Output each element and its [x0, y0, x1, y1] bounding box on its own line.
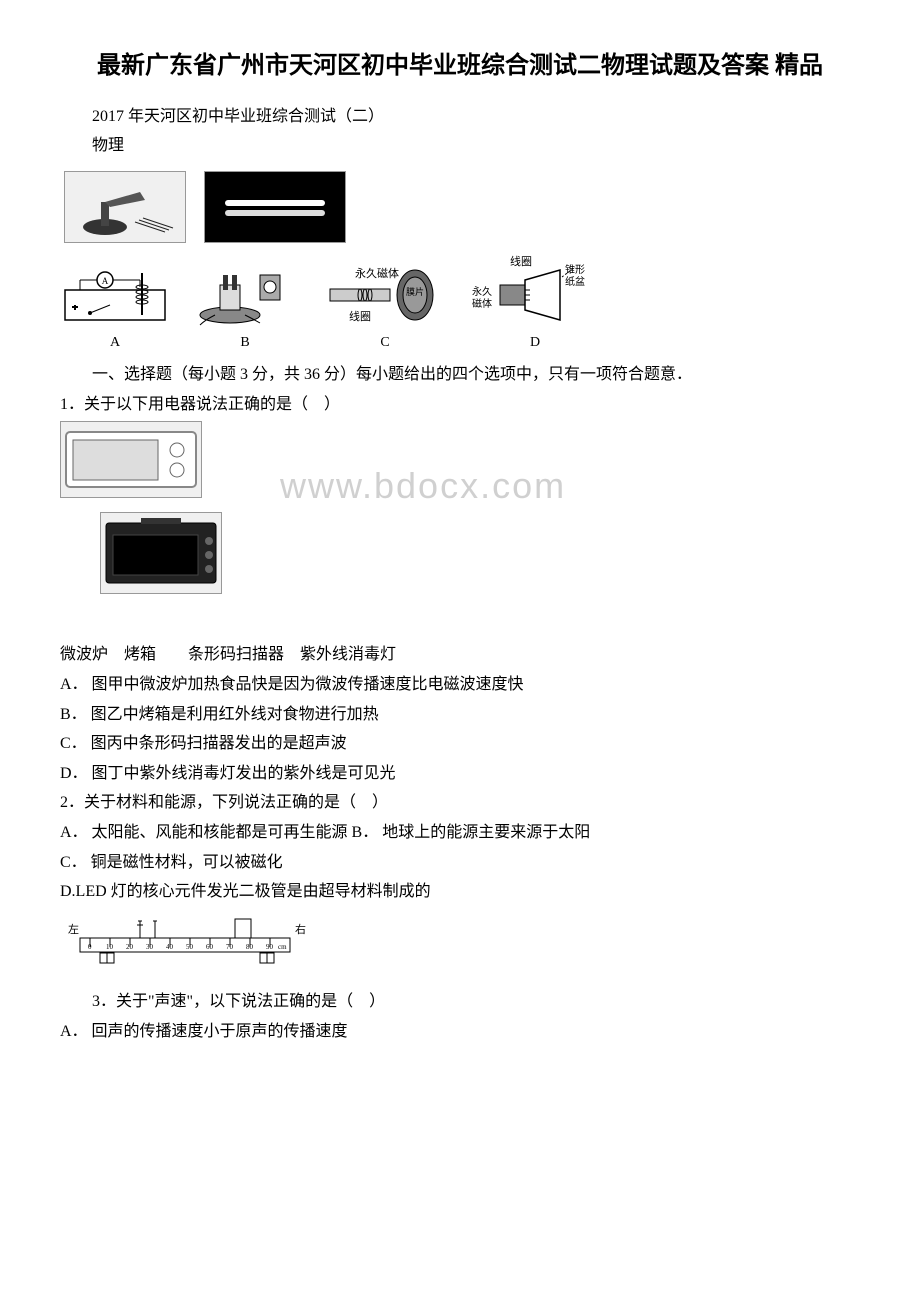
diagram-b-motor: [190, 265, 300, 330]
svg-text:60: 60: [206, 943, 214, 951]
q1-option-c: C． 图丙中条形码扫描器发出的是超声波: [60, 731, 860, 757]
uv-lamp-svg: [205, 172, 345, 242]
q2-option-d: D.LED 灯的核心元件发光二极管是由超导材料制成的: [60, 879, 860, 905]
q2-stem: 2．关于材料和能源，下列说法正确的是（ ）: [60, 790, 860, 816]
cone-label: 锥形: [565, 264, 585, 276]
q3-stem: 3．关于"声速"，以下说法正确的是（ ）: [60, 989, 860, 1015]
svg-text:0: 0: [88, 943, 92, 951]
svg-text:50: 50: [186, 943, 194, 951]
diagram-d-label: D: [530, 332, 540, 354]
section-1-heading: 一、选择题（每小题 3 分，共 36 分）每小题给出的四个选项中，只有一项符合题…: [60, 362, 860, 388]
svg-text:30: 30: [146, 943, 154, 951]
subject-label: 物理: [60, 133, 860, 159]
q1-caption: 微波炉 烤箱 条形码扫描器 紫外线消毒灯: [60, 642, 860, 668]
svg-text:左: 左: [68, 923, 79, 936]
svg-text:80: 80: [246, 943, 254, 951]
q2-option-c: C． 铜是磁性材料，可以被磁化: [60, 850, 860, 876]
magnet-label-c: 永久磁体: [355, 266, 399, 280]
scanner-svg: [65, 172, 185, 242]
svg-text:cm: cm: [278, 943, 287, 951]
q2-option-ab: A． 太阳能、风能和核能都是可再生能源 B． 地球上的能源主要来源于太阳: [60, 820, 860, 846]
q1-option-d: D． 图丁中紫外线消毒灯发出的紫外线是可见光: [60, 761, 860, 787]
document-title: 最新广东省广州市天河区初中毕业班综合测试二物理试题及答案 精品: [60, 50, 860, 84]
diagram-c-label: C: [380, 332, 389, 354]
coil-label-d: 线圈: [510, 255, 532, 268]
diagram-a-electromagnet: A: [60, 265, 170, 330]
q1-option-a: A． 图甲中微波炉加热食品快是因为微波传播速度比电磁波速度快: [60, 672, 860, 698]
diagram-c-group: 永久磁体 膜片 线圈 C: [320, 265, 450, 354]
svg-text:10: 10: [106, 943, 114, 951]
svg-text:20: 20: [126, 943, 134, 951]
coil-label-c: 线圈: [349, 309, 371, 323]
cone-label2: 纸盆: [565, 275, 585, 288]
oven-image: [100, 512, 222, 594]
q1-option-b: B． 图乙中烤箱是利用红外线对食物进行加热: [60, 702, 860, 728]
svg-text:90: 90: [266, 943, 274, 951]
diagram-a-label: A: [110, 332, 120, 354]
svg-text:40: 40: [166, 943, 174, 951]
diagram-d-group: 线圈 锥形 纸盆 永久 磁体 D: [470, 255, 600, 354]
subtitle: 2017 年天河区初中毕业班综合测试（二）: [60, 104, 860, 130]
diagram-a-group: A A: [60, 265, 170, 354]
microwave-image: [60, 421, 202, 498]
scanner-image: [64, 171, 186, 243]
diagram-c-microphone: 永久磁体 膜片 线圈: [320, 265, 450, 330]
figure-row-2: A A: [60, 255, 860, 354]
svg-text:膜片: 膜片: [406, 286, 424, 297]
diagram-d-speaker: 线圈 锥形 纸盆 永久 磁体: [470, 255, 600, 330]
diagram-b-label: B: [240, 332, 249, 354]
q1-images: www.bdocx.com: [60, 421, 860, 594]
q3-option-a: A． 回声的传播速度小于原声的传播速度: [60, 1019, 860, 1045]
uv-lamp-image: [204, 171, 346, 243]
magnet-label-d2: 磁体: [472, 297, 492, 310]
magnet-label-d: 永久: [472, 285, 492, 298]
ruler-diagram: 左 右 0 10 20 30 40 50 60 70 80 90 cm: [60, 913, 860, 982]
diagram-b-group: B: [190, 265, 300, 354]
figure-row-1: [60, 167, 860, 247]
svg-text:A: A: [102, 276, 109, 286]
svg-text:右: 右: [295, 922, 306, 936]
svg-text:70: 70: [226, 943, 234, 951]
q1-stem: 1．关于以下用电器说法正确的是（ ）: [60, 392, 860, 418]
